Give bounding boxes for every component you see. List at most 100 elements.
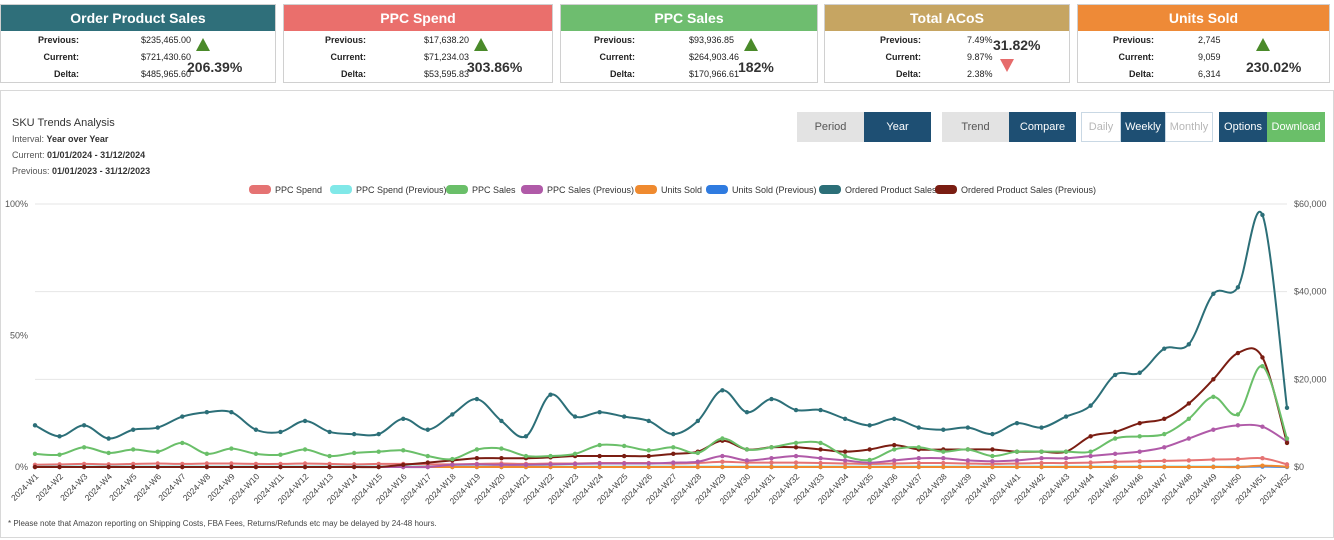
data-point-ppc-sales-previous (425, 464, 430, 470)
download-button[interactable]: Download (1267, 112, 1325, 142)
data-point-ppc-spend (327, 461, 332, 467)
previous-range-line: Previous: 01/01/2023 - 31/12/2023 (12, 166, 151, 176)
data-point-ordered-product-sales-previous (990, 447, 995, 452)
data-point-ppc-spend (941, 460, 946, 466)
period-button[interactable]: Period (797, 112, 864, 142)
data-point-ppc-sales (965, 447, 971, 452)
data-point-ppc-sales (425, 453, 430, 459)
data-point-ppc-sales-previous (1063, 456, 1069, 461)
series-line-ppc-sales-previous (34, 423, 1288, 469)
legend-ppc-sales-previous[interactable]: PPC Sales (Previous) (521, 185, 634, 195)
data-point-ordered-product-sales (646, 418, 651, 424)
data-point-ordered-product-sales-previous (474, 456, 480, 461)
data-point-ordered-product-sales-previous (1235, 350, 1241, 356)
data-point-ppc-spend (1260, 456, 1265, 461)
legend-units-sold[interactable]: Units Sold (635, 185, 702, 195)
data-point-ppc-sales (1088, 449, 1093, 454)
data-point-ppc-sales (572, 451, 578, 457)
legend-units-sold-previous[interactable]: Units Sold (Previous) (706, 185, 817, 195)
data-point-ppc-spend (1112, 459, 1118, 464)
daily-button[interactable]: Daily (1081, 112, 1121, 142)
data-point-units-sold (1112, 464, 1118, 470)
data-point-ordered-product-sales (671, 431, 676, 437)
previous-label: Previous: (593, 35, 635, 45)
data-point-ppc-sales-previous (671, 460, 676, 465)
data-point-ordered-product-sales (253, 427, 259, 432)
data-point-ppc-sales-previous (769, 456, 774, 461)
data-point-ppc-sales-previous (523, 462, 529, 468)
data-point-ppc-sales-previous (941, 456, 946, 461)
legend-ppc-spend[interactable]: PPC Spend (249, 185, 322, 195)
data-point-ordered-product-sales (327, 429, 332, 435)
delta-label: Delta: (609, 69, 635, 79)
data-point-ppc-sales (818, 440, 823, 446)
data-point-ordered-product-sales-previous (351, 464, 357, 470)
data-point-ppc-sales (401, 448, 406, 453)
data-point-ppc-sales-previous (965, 458, 971, 463)
kpi-percent: 182% (738, 59, 774, 75)
data-point-ppc-sales (229, 446, 234, 451)
data-point-ppc-sales (499, 446, 504, 451)
data-point-ppc-sales (106, 450, 111, 456)
data-point-ordered-product-sales (1039, 425, 1044, 430)
data-point-ordered-product-sales (474, 396, 480, 402)
data-point-ppc-spend (1284, 462, 1290, 467)
data-point-ppc-sales (1014, 449, 1020, 454)
monthly-button[interactable]: Monthly (1165, 112, 1213, 142)
previous-value: $17,638.20 (424, 35, 470, 45)
data-point-ppc-sales (32, 451, 38, 457)
delta-value: $53,595.83 (424, 69, 470, 79)
kpi-card-ppc-spend: PPC Spend Previous: $17,638.20 Current: … (283, 4, 553, 83)
data-point-ordered-product-sales (769, 396, 774, 402)
weekly-button[interactable]: Weekly (1121, 112, 1165, 142)
data-point-ordered-product-sales (867, 423, 872, 428)
data-point-units-sold (744, 464, 750, 470)
data-point-ppc-sales-previous (990, 459, 995, 464)
data-point-ordered-product-sales-previous (229, 464, 234, 470)
data-point-ppc-spend (793, 460, 799, 465)
data-point-ppc-spend (720, 459, 725, 464)
data-point-ordered-product-sales (106, 436, 111, 441)
legend-ordered-product-sales[interactable]: Ordered Product Sales (819, 185, 937, 195)
data-point-ppc-spend (1186, 458, 1192, 463)
data-point-ppc-spend (278, 461, 283, 467)
kpi-percent: 31.82% (993, 37, 1041, 53)
data-point-units-sold (916, 464, 921, 470)
previous-value: $93,936.85 (689, 35, 735, 45)
data-point-ppc-sales-previous (1088, 453, 1093, 459)
data-point-ppc-sales-previous (695, 459, 701, 464)
data-point-ordered-product-sales-previous (499, 456, 504, 461)
data-point-ppc-sales-previous (1014, 458, 1020, 463)
options-button[interactable]: Options (1219, 112, 1267, 142)
compare-button[interactable]: Compare (1009, 112, 1076, 142)
data-point-ppc-sales-previous (499, 462, 504, 468)
previous-value: 7.49% (967, 35, 993, 45)
data-point-units-sold (572, 464, 578, 470)
data-point-units-sold (818, 464, 823, 470)
data-point-ordered-product-sales-previous (302, 464, 308, 470)
data-point-ordered-product-sales (180, 414, 185, 419)
data-point-ppc-spend (769, 460, 774, 465)
current-label: Current: (330, 52, 367, 62)
data-point-ordered-product-sales (130, 427, 136, 432)
data-point-ppc-spend (376, 461, 381, 467)
data-point-units-sold (1260, 463, 1265, 468)
data-point-ppc-sales (1284, 436, 1290, 441)
legend-ppc-spend-previous[interactable]: PPC Spend (Previous) (330, 185, 447, 195)
data-point-ordered-product-sales (548, 392, 553, 397)
legend-ppc-sales[interactable]: PPC Sales (446, 185, 516, 195)
kpi-row: Order Product Sales Previous: $235,465.0… (0, 4, 1334, 84)
data-point-ppc-sales-previous (842, 458, 848, 463)
legend-ordered-product-sales-previous[interactable]: Ordered Product Sales (Previous) (935, 185, 1096, 195)
data-point-ordered-product-sales (278, 429, 283, 435)
year-button[interactable]: Year (864, 112, 931, 142)
delta-label: Delta: (895, 69, 921, 79)
data-point-ppc-sales (842, 453, 848, 459)
data-point-ordered-product-sales-previous (253, 464, 259, 470)
data-point-ordered-product-sales-previous (671, 451, 676, 457)
data-point-ppc-spend (1235, 456, 1241, 462)
data-point-ppc-spend (253, 461, 259, 467)
trend-button[interactable]: Trend (942, 112, 1009, 142)
data-point-ppc-sales (253, 451, 259, 457)
y-right-tick-label: $20,000 (1294, 374, 1327, 384)
